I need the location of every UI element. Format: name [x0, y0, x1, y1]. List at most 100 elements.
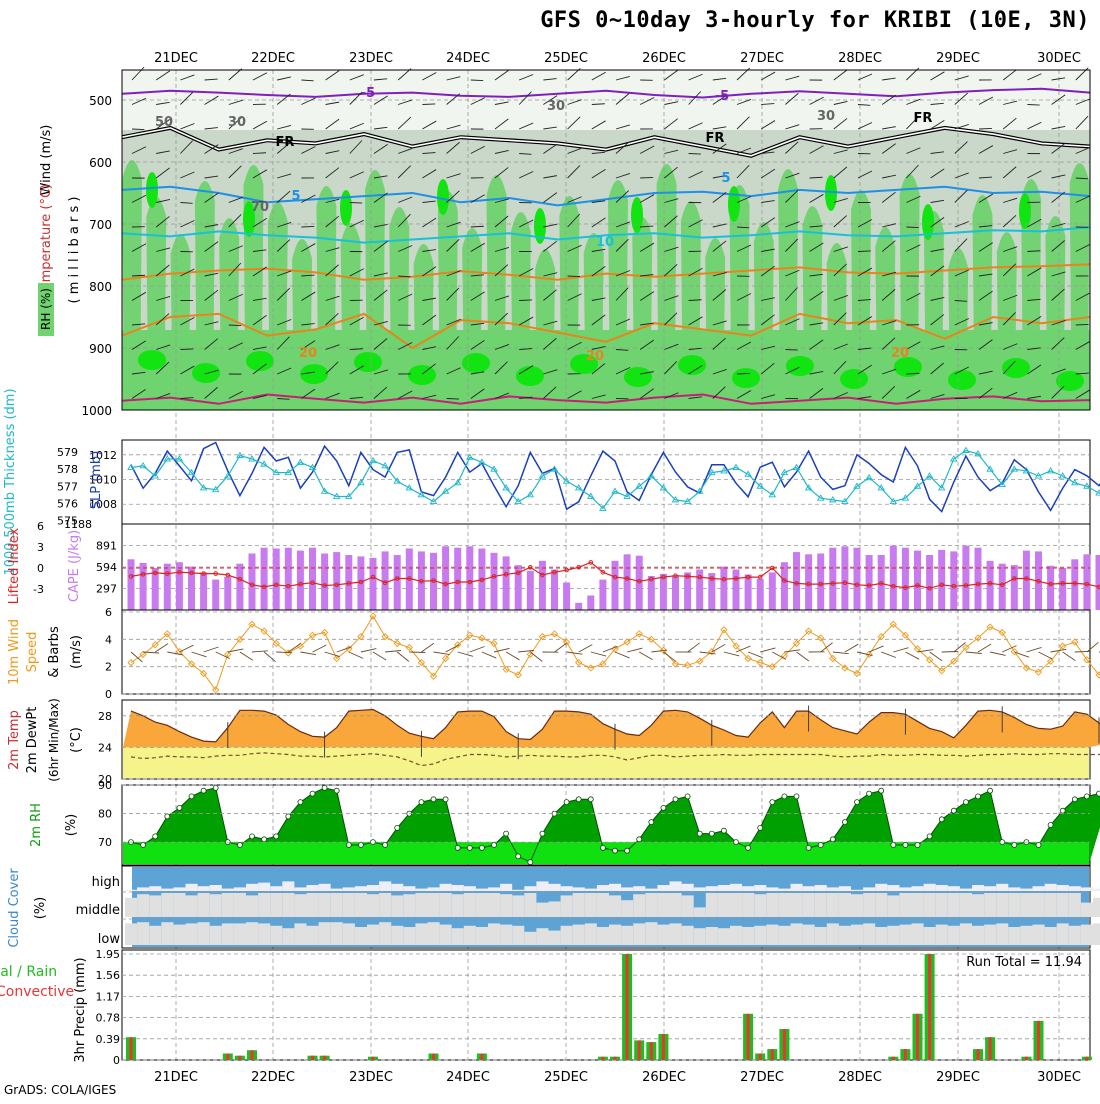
cloud-cell [645, 922, 657, 945]
cloud-cell [561, 886, 573, 891]
cloud-cell [875, 927, 887, 945]
cloud-cell [887, 926, 899, 945]
precip-conv-bar [601, 1057, 604, 1060]
cloud-cell [161, 893, 173, 917]
cloud-cell [948, 886, 960, 891]
cloud-cell [960, 893, 972, 917]
cloud-cell [815, 927, 827, 945]
cape-bar [575, 603, 582, 610]
rh2m-point [976, 794, 981, 799]
rh2m-point [177, 805, 182, 810]
rh2m-point [903, 843, 908, 848]
precip-conv-bar [480, 1054, 483, 1061]
cloud-cell [597, 885, 609, 891]
precip-conv-bar [311, 1056, 314, 1060]
cloud-cell [319, 884, 331, 891]
precip-tick: 1.56 [96, 969, 121, 982]
wind10-line [131, 616, 1100, 690]
rh2m-point [213, 785, 218, 790]
wind10-barb [591, 652, 606, 656]
cloud-cell [1081, 925, 1093, 945]
precip-conv-bar [432, 1054, 435, 1061]
cape-bar [249, 554, 256, 611]
cloud-cell [851, 925, 863, 945]
wind10-barb [893, 648, 908, 652]
cloud-cell [379, 893, 391, 917]
precip-conv-bar [226, 1054, 229, 1061]
wind10-barb [748, 652, 763, 658]
cloud-cell [149, 895, 161, 917]
rh2m-point [250, 834, 255, 839]
ylabel-rh2m-units: (%) [64, 814, 79, 837]
cloud-cell [125, 923, 137, 945]
cloud-cell [294, 923, 306, 945]
wind10-barb [1075, 651, 1091, 652]
cloud-cell [222, 893, 234, 917]
footer-credit: GrADS: COLA/IGES [4, 1083, 116, 1097]
cape-bar [1011, 565, 1018, 610]
rh2m-point [455, 845, 460, 850]
date-tick-bottom: 26DEC [642, 1070, 686, 1085]
precip-conv-bar [662, 1034, 665, 1060]
rh2m-point [564, 800, 569, 805]
cloud-cell [210, 926, 222, 945]
cloud-cell [161, 889, 173, 891]
cloud-cell [258, 923, 270, 945]
wind10-barb [990, 652, 1006, 655]
rh-saturated-blob [192, 363, 220, 383]
cloud-cell [875, 893, 887, 917]
dewpt-area [123, 747, 1089, 778]
cloud-cell [319, 893, 331, 917]
cloud-cell [621, 926, 633, 945]
cloud-cell [621, 900, 633, 917]
pressure-tick: 1000 [81, 404, 112, 418]
cloud-cell [549, 931, 561, 945]
cloud-cell [1057, 923, 1069, 945]
cloud-cell [1057, 893, 1069, 917]
rh2m-point [939, 817, 944, 822]
cape-bar [309, 548, 316, 610]
cloud-cell [621, 887, 633, 891]
cloud-cell [222, 889, 234, 891]
cloud-cell [924, 893, 936, 917]
rh2m-tick: 80 [98, 808, 112, 821]
cloud-cell [270, 926, 282, 945]
rh2m-point [963, 800, 968, 805]
date-tick-bottom: 21DEC [154, 1070, 198, 1085]
rh-saturated-blob [437, 179, 449, 215]
cloud-cell [488, 887, 500, 891]
cloud-cell [706, 927, 718, 945]
cloud-cell [730, 884, 742, 891]
cape-bar [454, 548, 461, 610]
date-tick-top: 29DEC [936, 51, 980, 66]
cloud-cell [633, 894, 645, 917]
date-tick-bottom: 30DEC [1037, 1070, 1081, 1085]
cloud-cell [488, 893, 500, 917]
cloud-cell [694, 928, 706, 945]
cloud-cell [924, 884, 936, 891]
rh2m-point [540, 831, 545, 836]
pressure-tick: 600 [89, 156, 112, 170]
cloud-cell [355, 927, 367, 945]
wind-barb [229, 325, 241, 326]
cloud-cell [186, 923, 198, 945]
cape-bar [1059, 568, 1066, 610]
cape-bar [781, 562, 788, 610]
cloud-cell [137, 922, 149, 945]
cloud-cell [270, 893, 282, 917]
wind10-tick: 2 [105, 661, 112, 674]
wind10-barb [1063, 652, 1076, 661]
rh2m-point [770, 800, 775, 805]
cloud-cell [282, 893, 294, 917]
date-tick-bottom: 29DEC [936, 1070, 980, 1085]
cloud-cell [948, 926, 960, 945]
cape-bar [745, 575, 752, 611]
rh2m-point [141, 843, 146, 848]
wind-barb [737, 373, 750, 374]
rh2m-point [879, 788, 884, 793]
rh2m-point [673, 797, 678, 802]
precip-conv-bar [928, 954, 931, 1060]
rh2m-tick: 70 [98, 836, 112, 849]
cloud-cell [452, 885, 464, 891]
wind-barb [979, 128, 992, 129]
